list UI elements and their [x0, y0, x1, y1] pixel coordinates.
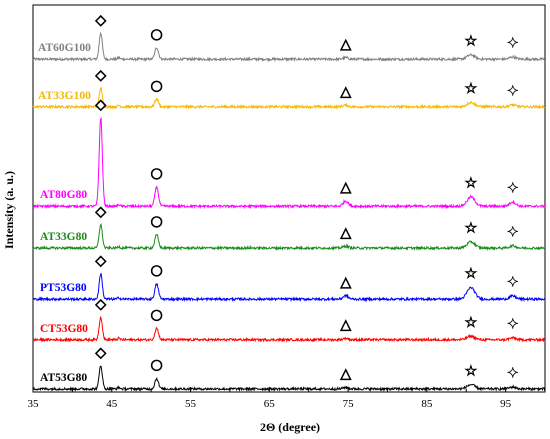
circle-marker: ○: [151, 78, 163, 94]
star-marker: ☆: [465, 363, 478, 379]
y-axis-title: Intensity (a. u.): [2, 171, 16, 249]
series-label: AT33G100: [38, 90, 91, 102]
peak-markers: ◇ ○ △ ☆ ✦ ◇ ○ △ ☆ ✦ ◇ ○ △ ☆ ✦ ◇ ○ △ ☆ ✦ ◇ ○ △ ☆ ✦ ◇ ○ △ ☆ ✦ ◇ ○ △ ☆ ✦: [95, 12, 519, 383]
xrd-trace-at80g80: [32, 116, 546, 210]
circle-marker: ○: [151, 263, 163, 279]
xrd-trace-pt53g80: [32, 273, 546, 303]
plot-frame: [32, 4, 546, 393]
xrd-trace-at33g80: [32, 222, 546, 252]
diamond-marker: ◇: [95, 296, 106, 312]
star-marker: ☆: [465, 81, 478, 97]
x-tick-label: 85: [421, 398, 433, 410]
series-label: CT53G80: [40, 323, 88, 335]
four-point-star-marker: ✦: [507, 366, 519, 382]
x-axis-title: 2Θ (degree): [260, 420, 320, 434]
series-label: AT80G80: [40, 189, 87, 201]
four-point-star-marker: ✦: [507, 36, 519, 52]
triangle-marker: △: [340, 84, 351, 100]
x-tick-label: 35: [28, 398, 40, 410]
x-tick-label: 45: [106, 398, 118, 410]
circle-marker: ○: [151, 307, 163, 323]
star-marker: ☆: [465, 34, 478, 50]
triangle-marker: △: [340, 274, 351, 290]
series-label: PT53G80: [40, 282, 87, 294]
triangle-marker: △: [340, 317, 351, 333]
diamond-marker: ◇: [95, 97, 106, 113]
diamond-marker: ◇: [95, 253, 106, 269]
circle-marker: ○: [151, 166, 163, 182]
series-label: AT33G80: [40, 231, 87, 243]
diamond-marker: ◇: [95, 345, 106, 361]
xrd-trace-at53g80: [32, 365, 546, 392]
four-point-star-marker: ✦: [507, 84, 519, 100]
diamond-marker: ◇: [95, 204, 106, 220]
star-marker: ☆: [465, 221, 478, 237]
xrd-trace-at60g100: [32, 31, 546, 63]
star-marker: ☆: [465, 315, 478, 331]
four-point-star-marker: ✦: [507, 224, 519, 240]
four-point-star-marker: ✦: [507, 317, 519, 333]
triangle-marker: △: [340, 180, 351, 196]
series-labels: AT60G100 AT33G100 AT80G80 AT33G80 PT53G80 CT5…: [38, 42, 91, 384]
circle-marker: ○: [151, 357, 163, 373]
series-label: AT60G100: [38, 42, 91, 54]
x-axis: 35 45 55 65 75 85 95: [28, 387, 512, 410]
triangle-marker: △: [340, 225, 351, 241]
x-tick-label: 65: [264, 398, 276, 410]
plot-border: [32, 4, 546, 393]
xrd-trace-at33g100: [32, 86, 546, 110]
x-tick-label: 55: [185, 398, 197, 410]
four-point-star-marker: ✦: [507, 275, 519, 291]
series-label: AT53G80: [40, 372, 87, 384]
circle-marker: ○: [151, 214, 163, 230]
star-marker: ☆: [465, 176, 478, 192]
xrd-traces: [32, 31, 546, 392]
circle-marker: ○: [151, 26, 163, 42]
triangle-marker: △: [340, 366, 351, 382]
four-point-star-marker: ✦: [507, 181, 519, 197]
xrd-trace-ct53g80: [32, 316, 546, 343]
triangle-marker: △: [340, 36, 351, 52]
star-marker: ☆: [465, 266, 478, 282]
diamond-marker: ◇: [95, 68, 106, 84]
x-tick-label: 95: [500, 398, 512, 410]
diamond-marker: ◇: [95, 12, 106, 28]
x-tick-label: 75: [343, 398, 355, 410]
